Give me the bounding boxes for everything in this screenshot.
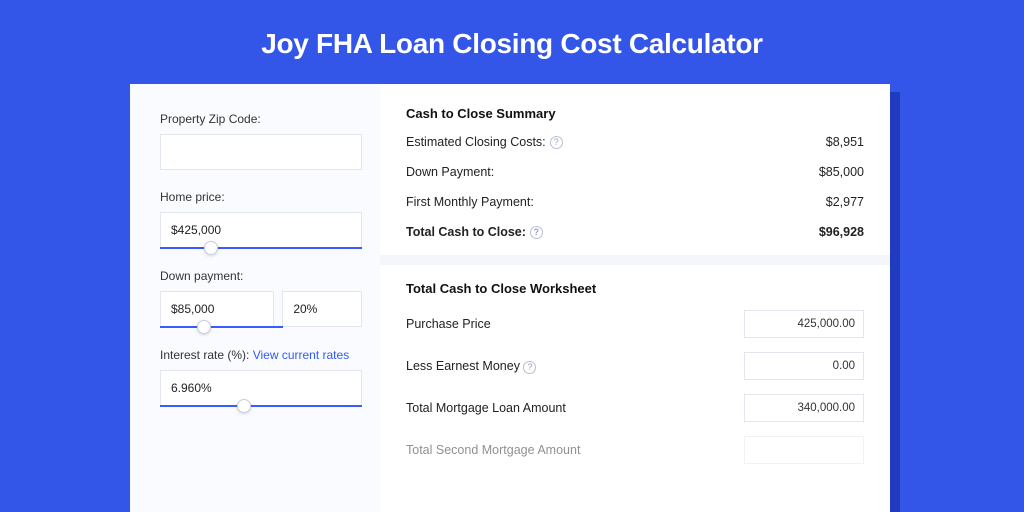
down-payment-pct-input[interactable] [282, 291, 362, 327]
summary-row: First Monthly Payment: $2,977 [406, 195, 864, 209]
worksheet-row: Less Earnest Money ? [406, 352, 864, 380]
worksheet-row-label-text: Less Earnest Money [406, 359, 520, 373]
summary-row-value: $8,951 [826, 135, 864, 149]
worksheet-row-input[interactable] [744, 394, 864, 422]
summary-row-label-text: Estimated Closing Costs: [406, 135, 546, 149]
summary-row-label: First Monthly Payment: [406, 195, 534, 209]
interest-label: Interest rate (%): View current rates [160, 348, 362, 362]
home-price-label: Home price: [160, 190, 362, 204]
worksheet-row-input[interactable] [744, 352, 864, 380]
summary-row-label: Estimated Closing Costs: ? [406, 135, 563, 149]
summary-row: Estimated Closing Costs: ? $8,951 [406, 135, 864, 149]
home-price-slider[interactable] [160, 247, 362, 249]
interest-slider[interactable] [160, 405, 362, 407]
summary-panel: Cash to Close Summary Estimated Closing … [380, 84, 890, 512]
calculator-card: Property Zip Code: Home price: Down paym… [130, 84, 890, 512]
summary-row: Down Payment: $85,000 [406, 165, 864, 179]
view-rates-link[interactable]: View current rates [253, 348, 350, 362]
zip-input[interactable] [160, 134, 362, 170]
down-payment-slider[interactable] [160, 326, 283, 328]
help-icon[interactable]: ? [523, 361, 536, 374]
down-payment-input[interactable] [160, 291, 274, 327]
interest-label-text: Interest rate (%): [160, 348, 253, 362]
help-icon[interactable]: ? [550, 136, 563, 149]
worksheet-row-label: Purchase Price [406, 317, 491, 331]
home-price-slider-thumb[interactable] [204, 241, 218, 255]
down-payment-row [160, 291, 362, 327]
zip-label: Property Zip Code: [160, 112, 362, 126]
worksheet-row: Total Second Mortgage Amount [406, 436, 864, 464]
worksheet-row: Total Mortgage Loan Amount [406, 394, 864, 422]
down-payment-group: Down payment: [160, 269, 362, 328]
worksheet-row-label: Total Second Mortgage Amount [406, 443, 580, 457]
summary-row-value: $85,000 [819, 165, 864, 179]
down-payment-label: Down payment: [160, 269, 362, 283]
page-background: Joy FHA Loan Closing Cost Calculator Pro… [0, 0, 1024, 512]
zip-group: Property Zip Code: [160, 112, 362, 170]
worksheet-row-label: Less Earnest Money ? [406, 359, 536, 374]
worksheet-title: Total Cash to Close Worksheet [406, 281, 864, 296]
interest-group: Interest rate (%): View current rates [160, 348, 362, 407]
summary-total-value: $96,928 [819, 225, 864, 239]
summary-total-label-text: Total Cash to Close: [406, 225, 526, 239]
worksheet-row-input[interactable] [744, 436, 864, 464]
summary-total-label: Total Cash to Close: ? [406, 225, 543, 239]
input-panel: Property Zip Code: Home price: Down paym… [130, 84, 380, 512]
summary-title: Cash to Close Summary [406, 106, 864, 121]
summary-row-label: Down Payment: [406, 165, 494, 179]
summary-row-value: $2,977 [826, 195, 864, 209]
page-title: Joy FHA Loan Closing Cost Calculator [0, 0, 1024, 60]
worksheet-row-input[interactable] [744, 310, 864, 338]
home-price-input[interactable] [160, 212, 362, 248]
down-payment-slider-thumb[interactable] [197, 320, 211, 334]
section-divider [380, 255, 890, 265]
worksheet-row-label: Total Mortgage Loan Amount [406, 401, 566, 415]
worksheet-row: Purchase Price [406, 310, 864, 338]
interest-slider-thumb[interactable] [237, 399, 251, 413]
home-price-group: Home price: [160, 190, 362, 249]
interest-input[interactable] [160, 370, 362, 406]
help-icon[interactable]: ? [530, 226, 543, 239]
summary-total-row: Total Cash to Close: ? $96,928 [406, 225, 864, 239]
